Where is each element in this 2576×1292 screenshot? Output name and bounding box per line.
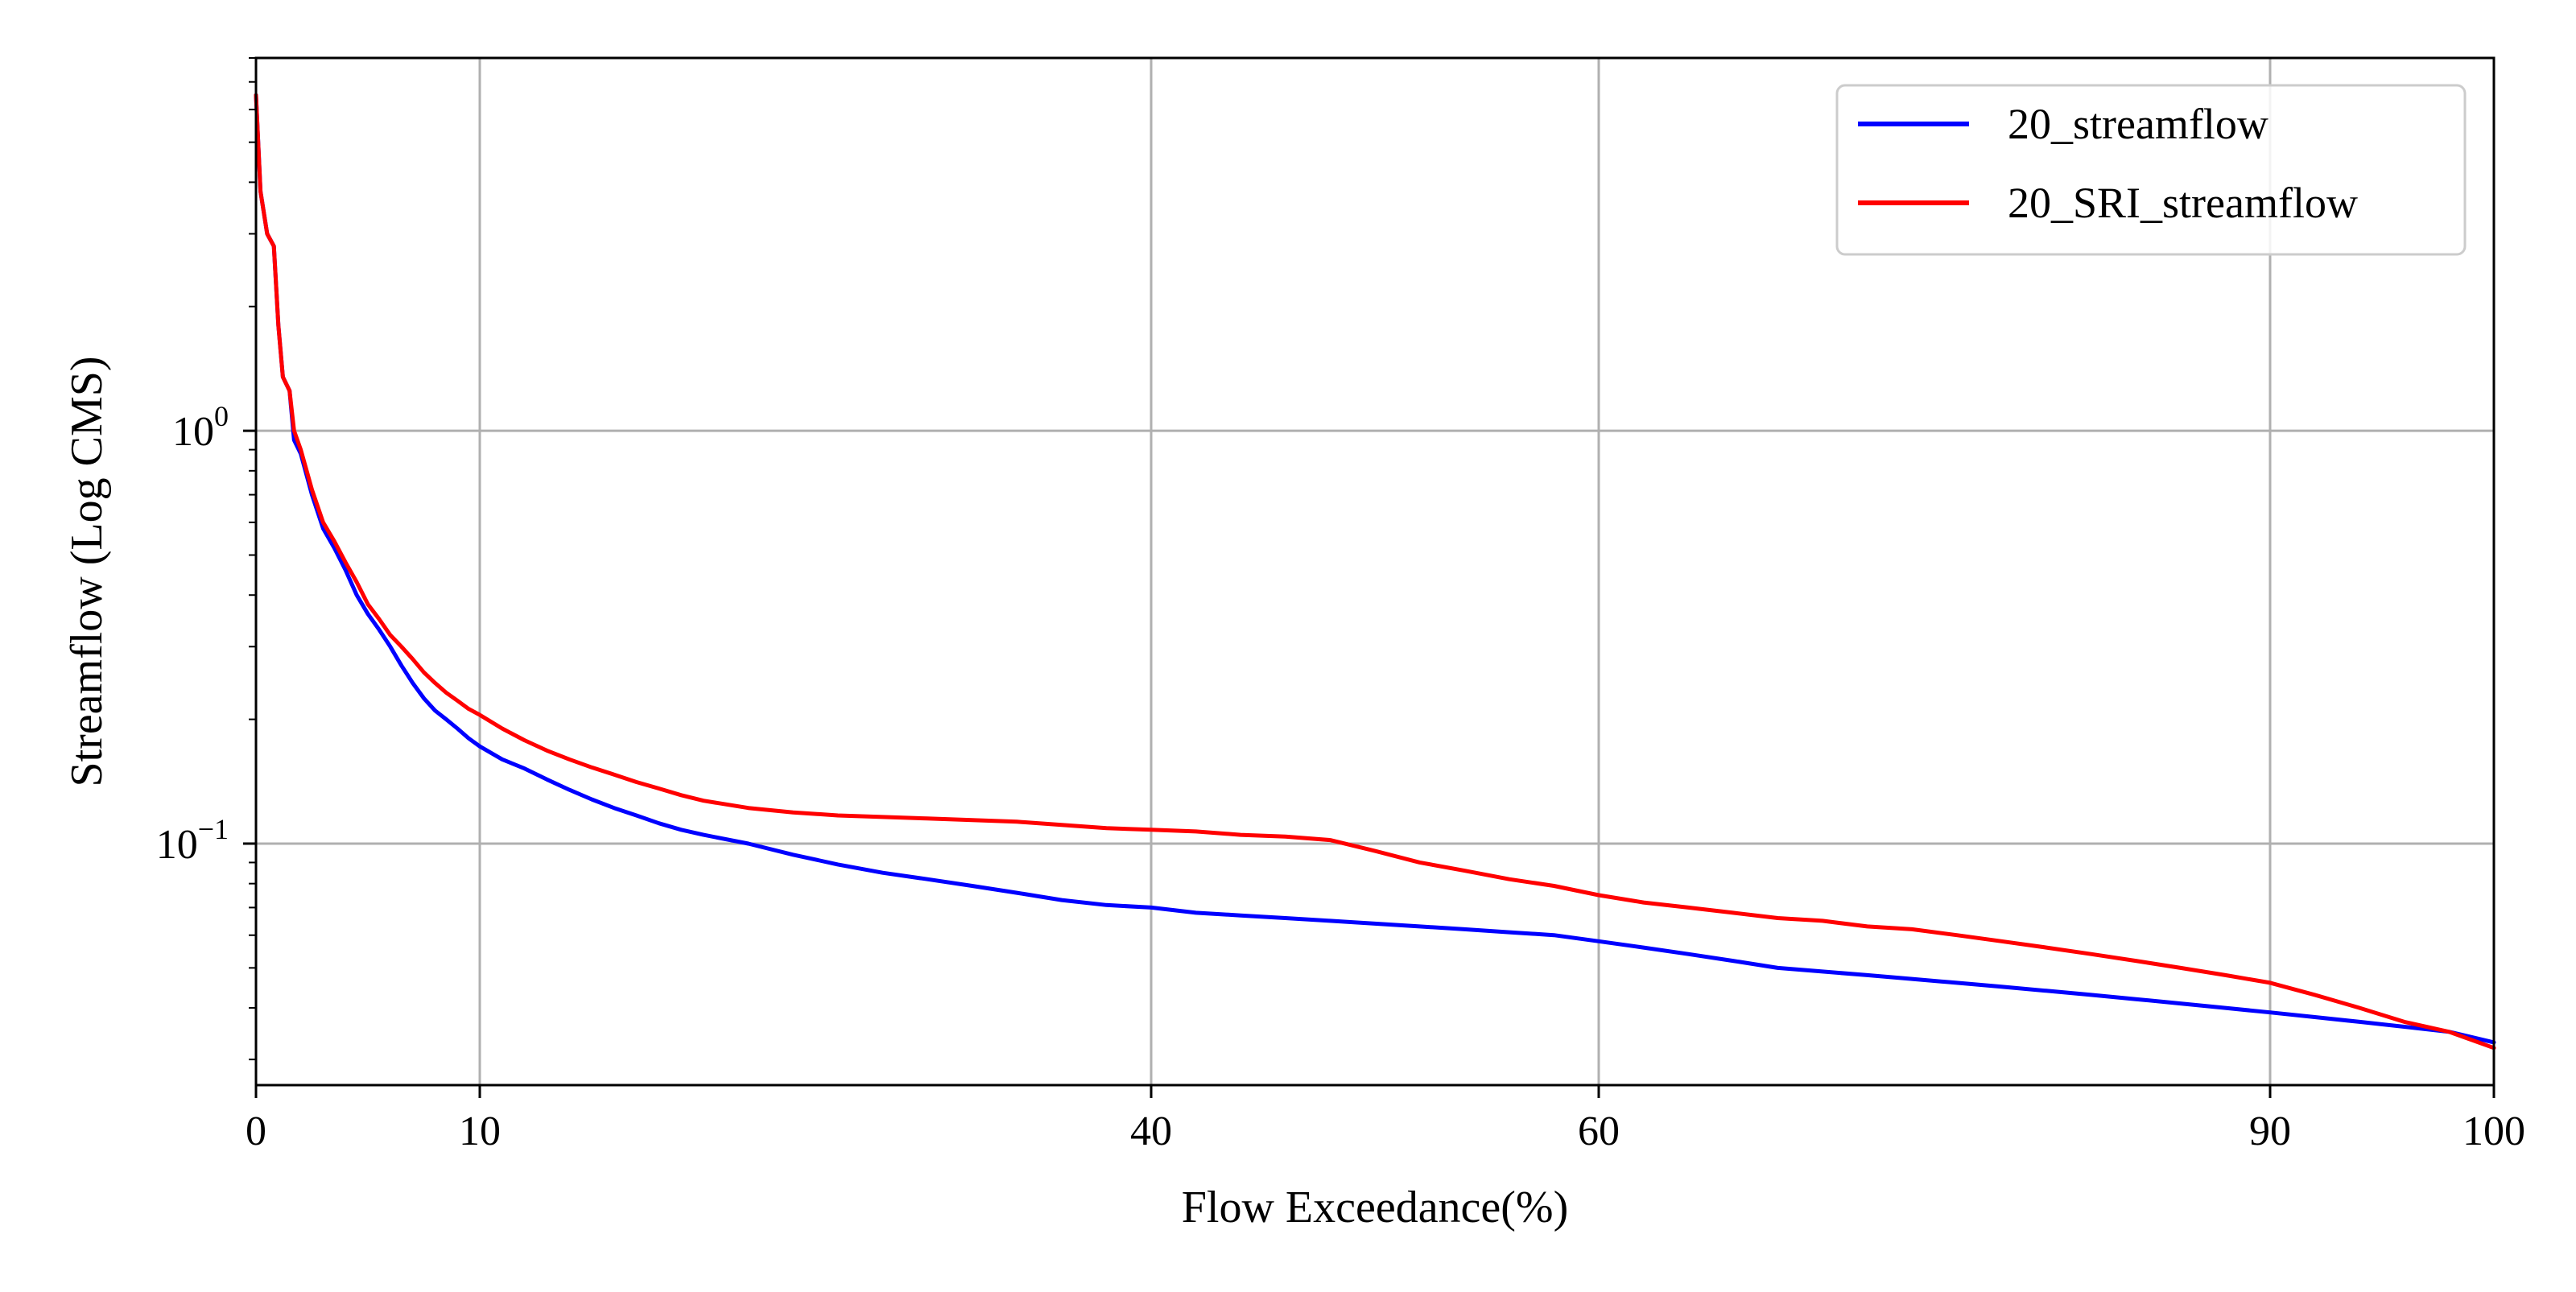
legend-label-20-streamflow: 20_streamflow [2008, 100, 2268, 148]
x-tick-label: 40 [1130, 1108, 1172, 1154]
x-tick-label: 90 [2249, 1108, 2291, 1154]
tick-layer: 0 10 40 60 90 100 100 10−1 [156, 57, 2525, 1154]
plot-frame [254, 56, 2496, 1087]
x-tick-label: 100 [2462, 1108, 2525, 1154]
x-axis-title: Flow Exceedance(%) [1182, 1183, 1568, 1232]
x-tick-label: 0 [246, 1108, 266, 1154]
series-layer [254, 93, 2496, 1051]
legend-label-20-sri-streamflow: 20_SRI_streamflow [2008, 179, 2358, 227]
y-axis-title: Streamflow (Log CMS) [62, 356, 112, 786]
x-tick-label: 10 [459, 1108, 501, 1154]
legend-box [1835, 84, 2467, 256]
series-line-20-streamflow [254, 93, 2496, 1045]
y-tick-label: 10−1 [156, 813, 229, 868]
y-tick-label: 100 [172, 400, 229, 455]
x-tick-label: 60 [1578, 1108, 1620, 1154]
series-line-20-sri-streamflow [254, 93, 2496, 1051]
legend: 20_streamflow 20_SRI_streamflow [1835, 84, 2467, 256]
